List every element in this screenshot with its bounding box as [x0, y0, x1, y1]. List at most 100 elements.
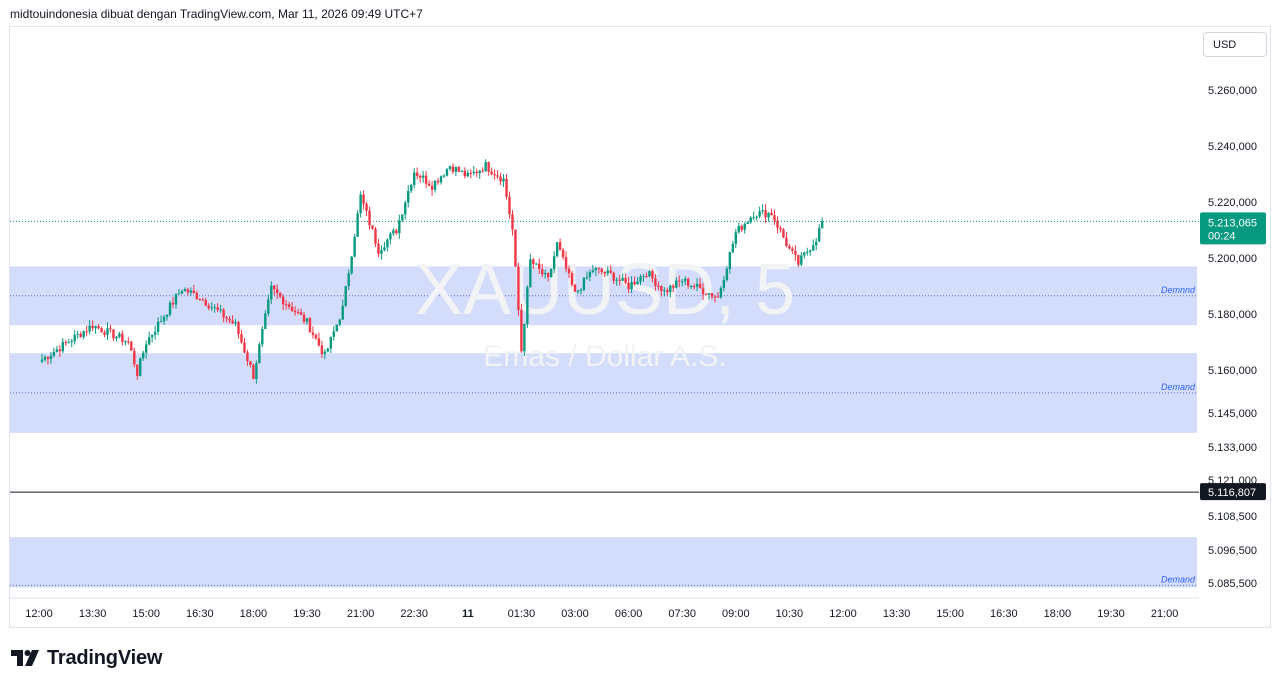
candle — [261, 325, 264, 348]
candle — [612, 271, 615, 284]
x-tick-label: 16:30 — [186, 608, 214, 620]
candle — [252, 363, 255, 380]
candle — [386, 238, 389, 252]
tradingview-logo-text: TradingView — [47, 646, 163, 669]
candle — [692, 283, 696, 290]
candle — [767, 212, 770, 222]
candle — [475, 168, 478, 178]
price-axis[interactable]: 5.260,000 5.240,000 5.220,000 5.200,000 5.18… — [1208, 85, 1257, 590]
candle — [418, 174, 422, 183]
candle — [502, 174, 505, 188]
candle — [570, 271, 574, 287]
candle — [529, 253, 532, 288]
candle — [457, 165, 461, 173]
candle — [817, 224, 821, 242]
candle — [538, 258, 541, 274]
candle — [636, 277, 639, 285]
y-tick-label: 5.108,500 — [1208, 511, 1257, 523]
candle — [779, 225, 782, 233]
candle — [448, 165, 452, 171]
candle — [657, 281, 660, 291]
candle — [168, 300, 172, 317]
candle — [764, 204, 767, 224]
candle — [689, 284, 693, 290]
watermark-name: Emas / Dollar A.S. — [483, 340, 726, 373]
x-tick-label: 06:00 — [615, 608, 643, 620]
candle — [532, 258, 535, 270]
x-tick-label: 15:00 — [936, 608, 964, 620]
candle — [49, 351, 53, 364]
candle — [64, 339, 67, 347]
candle — [666, 287, 669, 296]
candle — [243, 338, 246, 354]
x-tick-label: 16:30 — [990, 608, 1018, 620]
candle — [707, 293, 711, 300]
candle — [710, 292, 714, 300]
candle — [97, 323, 100, 330]
candle — [219, 304, 222, 313]
tradingview-logo-icon — [11, 650, 39, 666]
candle — [606, 266, 609, 277]
candle — [94, 325, 97, 334]
tradingview-logo[interactable]: TradingView — [11, 646, 162, 670]
candle — [183, 287, 187, 292]
candle — [505, 174, 508, 200]
y-tick-label: 5.145,000 — [1208, 408, 1257, 420]
candle — [454, 166, 458, 177]
candle — [341, 299, 344, 320]
candle — [326, 347, 330, 353]
candle — [281, 294, 285, 310]
candle — [618, 275, 621, 286]
demand-zone-3 — [10, 537, 1197, 588]
candle — [344, 286, 347, 308]
candle — [195, 290, 199, 300]
candle — [722, 276, 726, 292]
x-tick-label: 21:00 — [347, 608, 375, 620]
chart-header-text: midtouindonesia dibuat dengan TradingVie… — [10, 7, 423, 21]
candle — [755, 215, 758, 221]
candle — [695, 278, 699, 292]
candle — [421, 170, 425, 183]
candle — [198, 298, 201, 301]
x-tick-label: 07:30 — [668, 608, 696, 620]
candle — [320, 340, 324, 358]
candle — [413, 168, 416, 189]
candle — [582, 277, 586, 292]
candle — [484, 159, 487, 172]
time-axis[interactable]: 12:00 13:30 15:00 16:30 18:00 19:30 21:00 22:30… — [10, 597, 1199, 620]
candle — [153, 325, 157, 340]
candle — [758, 206, 761, 219]
candle — [85, 325, 88, 337]
demand-zones: Demnnd Demand Demand — [10, 266, 1197, 588]
y-tick-label: 5.085,500 — [1208, 578, 1257, 590]
candle — [177, 289, 181, 295]
candle — [555, 242, 559, 258]
candle — [490, 167, 493, 176]
currency-button[interactable]: USD — [1203, 32, 1267, 57]
candle — [371, 225, 374, 230]
candle — [424, 170, 428, 189]
candle — [734, 228, 737, 249]
candle — [133, 347, 136, 368]
candle — [308, 316, 312, 333]
candle — [40, 353, 44, 364]
candle — [374, 226, 377, 247]
candle — [293, 306, 297, 316]
current-price-tag — [1200, 212, 1266, 245]
candle — [686, 277, 690, 289]
candle — [362, 190, 365, 210]
candle — [103, 330, 106, 337]
candle — [401, 214, 404, 223]
candle — [171, 296, 175, 309]
candle — [43, 354, 47, 362]
y-tick-label: 5.200,000 — [1208, 253, 1257, 265]
candle — [415, 167, 419, 180]
candle — [118, 331, 121, 339]
candle — [812, 239, 815, 252]
candle — [481, 167, 484, 173]
candle — [237, 320, 240, 339]
candle — [567, 265, 571, 278]
candle — [213, 304, 216, 313]
candle — [127, 337, 130, 345]
